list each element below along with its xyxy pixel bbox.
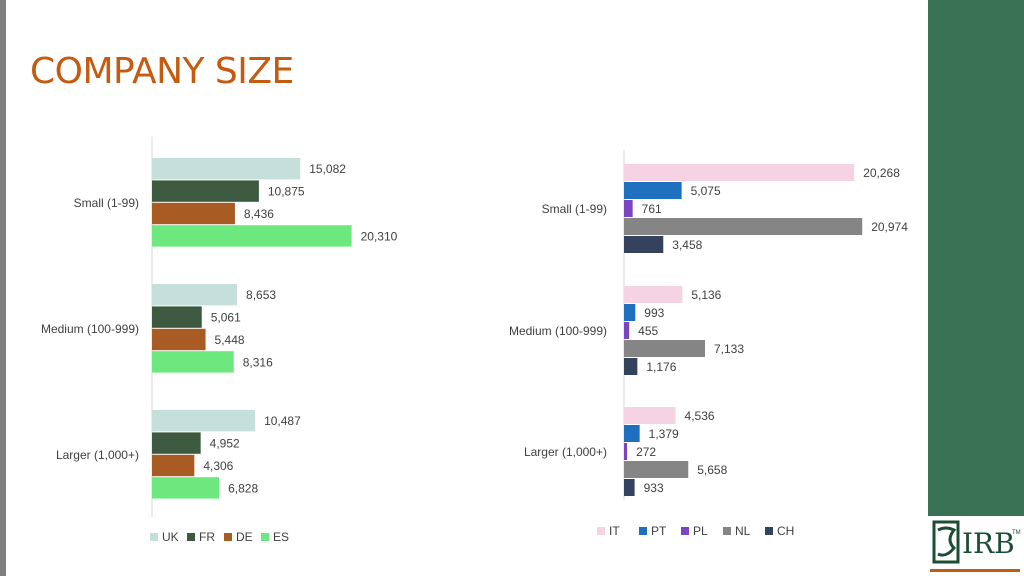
data-label: 7,133 (714, 342, 744, 356)
bar-de-1 (152, 328, 206, 351)
legend-swatch-uk (150, 533, 158, 541)
data-label: 15,082 (309, 162, 346, 176)
bar-es-1 (152, 351, 234, 373)
data-label: 6,828 (228, 481, 258, 495)
data-label: 272 (636, 445, 656, 459)
bar-nl-0 (624, 218, 863, 235)
bar-it-1 (624, 286, 683, 303)
category-label: Medium (100-999) (41, 322, 139, 336)
legend-label-it: IT (609, 524, 620, 538)
bar-pl-1 (624, 322, 630, 339)
data-label: 455 (638, 324, 658, 338)
data-label: 5,061 (211, 311, 241, 325)
bar-de-2 (152, 454, 195, 477)
bar-uk-2 (152, 410, 256, 432)
data-label: 993 (644, 306, 664, 320)
legend-label-pt: PT (651, 524, 667, 538)
legend-label-ch: CH (777, 524, 794, 538)
logo-text: IRB (962, 527, 1015, 560)
bar-es-0 (152, 225, 352, 247)
legend-label-nl: NL (735, 524, 751, 538)
legend-swatch-pt (639, 527, 647, 535)
data-label: 8,436 (244, 207, 274, 221)
category-label: Medium (100-999) (509, 324, 607, 338)
legend-swatch-fr (187, 533, 195, 541)
legend-swatch-es (261, 533, 269, 541)
data-label: 5,075 (691, 184, 721, 198)
data-label: 1,176 (646, 360, 676, 374)
chart-company-size-right: Small (1-99) 20,268 5,075 761 20,974 3,458 Med… (509, 150, 908, 538)
legend-swatch-nl (723, 527, 731, 535)
irb-logo: IRB TM (926, 516, 1024, 576)
logo-tm: TM (1012, 530, 1021, 536)
data-label: 8,653 (246, 288, 276, 302)
bar-uk-1 (152, 284, 238, 306)
data-label: 20,310 (361, 229, 398, 243)
bar-fr-2 (152, 432, 201, 454)
bar-nl-1 (624, 340, 706, 357)
data-label: 5,448 (215, 333, 245, 347)
logo-mark-icon (932, 520, 960, 564)
bar-ch-1 (624, 358, 638, 375)
legend-label-fr: FR (199, 530, 215, 544)
category-label: Larger (1,000+) (524, 445, 607, 459)
bar-ch-0 (624, 236, 664, 253)
data-label: 8,316 (243, 355, 273, 369)
bar-uk-0 (152, 158, 301, 180)
bar-fr-1 (152, 306, 202, 328)
data-label: 933 (644, 481, 664, 495)
bar-pt-0 (624, 182, 682, 199)
bar-ch-2 (624, 479, 635, 496)
bar-nl-2 (624, 461, 689, 478)
data-label: 4,952 (210, 437, 240, 451)
data-label: 1,379 (649, 427, 679, 441)
chart-company-size-left: Small (1-99) 15,082 10,875 8,436 20,310 Mediu… (41, 137, 398, 544)
legend-swatch-pl (681, 527, 689, 535)
legend-label-pl: PL (693, 524, 708, 538)
data-label: 3,458 (672, 238, 702, 252)
legend-label-de: DE (236, 530, 253, 544)
data-label: 761 (642, 202, 662, 216)
bar-de-0 (152, 202, 235, 225)
data-label: 20,268 (863, 166, 900, 180)
data-label: 5,658 (697, 463, 727, 477)
legend-label-uk: UK (162, 530, 179, 544)
category-label: Larger (1,000+) (56, 448, 139, 462)
legend-label-es: ES (273, 530, 289, 544)
bar-pt-1 (624, 304, 636, 321)
data-label: 5,136 (691, 288, 721, 302)
bar-pl-0 (624, 200, 633, 217)
bar-fr-0 (152, 180, 259, 202)
legend-swatch-de (224, 533, 232, 541)
data-label: 4,306 (203, 459, 233, 473)
category-label: Small (1-99) (542, 202, 607, 216)
category-label: Small (1-99) (74, 196, 139, 210)
data-label: 10,487 (264, 414, 301, 428)
data-label: 4,536 (685, 409, 715, 423)
bar-es-2 (152, 477, 220, 499)
page-title: COMPANY SIZE (30, 51, 294, 92)
logo-strip (930, 569, 1020, 572)
data-label: 20,974 (871, 220, 908, 234)
bar-pl-2 (624, 443, 628, 460)
side-band (928, 0, 1024, 576)
bar-pt-2 (624, 425, 640, 442)
data-label: 10,875 (268, 185, 305, 199)
bar-it-0 (624, 164, 855, 181)
legend-swatch-it (597, 527, 605, 535)
legend-swatch-ch (765, 527, 773, 535)
bar-it-2 (624, 407, 676, 424)
